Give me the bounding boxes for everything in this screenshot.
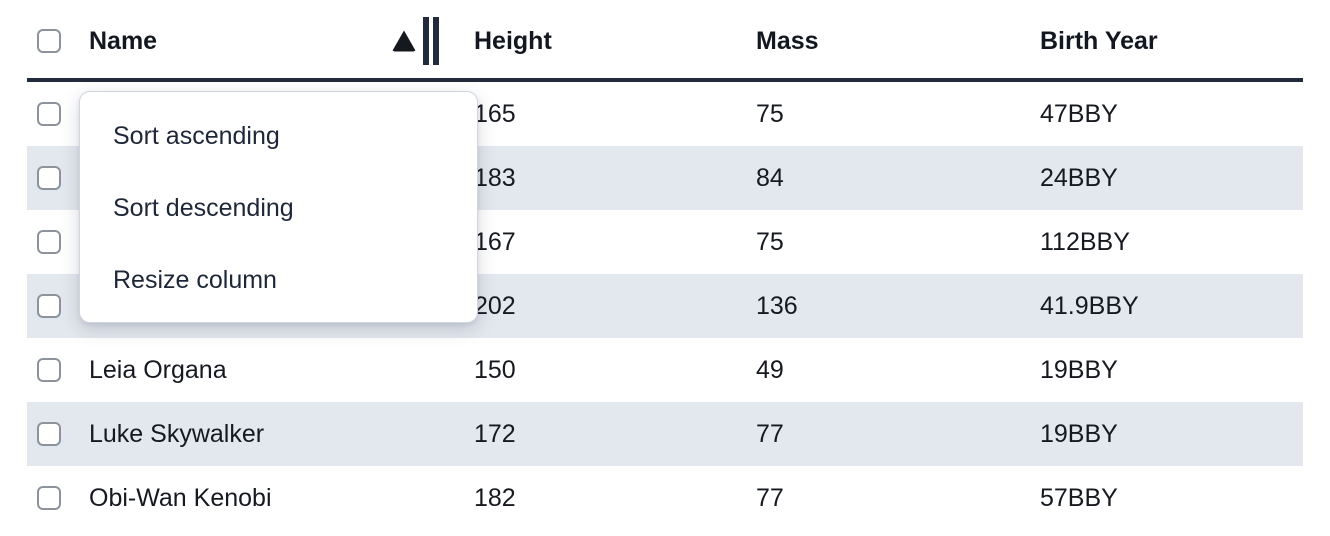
menu-item-sort-descending[interactable]: Sort descending <box>113 193 294 222</box>
resize-bar-icon <box>433 17 439 65</box>
select-all-cell <box>27 29 89 53</box>
cell-birth-year: 24BBY <box>1040 163 1118 192</box>
cell-birth-year: 112BBY <box>1040 227 1130 256</box>
cell-mass: 75 <box>756 227 784 256</box>
column-header-name-label: Name <box>89 26 158 55</box>
cell-birth-year: 57BBY <box>1040 483 1118 511</box>
cell-birth-year: 19BBY <box>1040 355 1118 384</box>
row-checkbox[interactable] <box>37 230 61 254</box>
cell-name: Obi-Wan Kenobi <box>89 483 272 511</box>
menu-item-sort-ascending[interactable]: Sort ascending <box>113 121 280 150</box>
cell-height: 183 <box>474 163 516 192</box>
column-header-mass[interactable]: Mass <box>756 26 819 55</box>
cell-height: 167 <box>474 227 516 256</box>
row-checkbox-cell <box>27 486 89 510</box>
row-checkbox-cell <box>27 166 89 190</box>
column-header-menu: Sort ascending Sort descending Resize co… <box>79 91 478 323</box>
table-row: Luke Skywalker 172 77 19BBY <box>27 402 1303 466</box>
cell-mass: 75 <box>756 99 784 128</box>
row-checkbox-cell <box>27 422 89 446</box>
cell-mass: 49 <box>756 355 784 384</box>
cell-mass: 77 <box>756 483 784 511</box>
grid-header-row: Name Height Mass Birth Year <box>27 0 1303 82</box>
column-resize-handle[interactable] <box>423 17 439 65</box>
row-checkbox[interactable] <box>37 422 61 446</box>
cell-height: 182 <box>474 483 516 511</box>
sort-ascending-icon <box>392 30 416 52</box>
row-checkbox[interactable] <box>37 102 61 126</box>
row-checkbox-cell <box>27 102 89 126</box>
menu-item-resize-column[interactable]: Resize column <box>113 265 277 294</box>
row-checkbox-cell <box>27 358 89 382</box>
column-header-birth-year[interactable]: Birth Year <box>1040 26 1158 55</box>
cell-name: Leia Organa <box>89 355 227 384</box>
cell-birth-year: 41.9BBY <box>1040 291 1139 320</box>
cell-height: 202 <box>474 291 516 320</box>
cell-height: 172 <box>474 419 516 448</box>
cell-birth-year: 19BBY <box>1040 419 1118 448</box>
column-header-height[interactable]: Height <box>474 26 552 55</box>
row-checkbox-cell <box>27 294 89 318</box>
table-row: Obi-Wan Kenobi 182 77 57BBY <box>27 466 1303 510</box>
select-all-checkbox[interactable] <box>37 29 61 53</box>
cell-name: Luke Skywalker <box>89 419 265 448</box>
resize-bar-icon <box>423 17 429 65</box>
table-row: Leia Organa 150 49 19BBY <box>27 338 1303 402</box>
cell-height: 150 <box>474 355 516 384</box>
row-checkbox[interactable] <box>37 166 61 190</box>
column-header-name[interactable]: Name <box>89 4 474 78</box>
row-checkbox[interactable] <box>37 486 61 510</box>
row-checkbox[interactable] <box>37 358 61 382</box>
cell-mass: 77 <box>756 419 784 448</box>
row-checkbox[interactable] <box>37 294 61 318</box>
cell-mass: 84 <box>756 163 784 192</box>
cell-height: 165 <box>474 99 516 128</box>
cell-mass: 136 <box>756 291 798 320</box>
row-checkbox-cell <box>27 230 89 254</box>
cell-birth-year: 47BBY <box>1040 99 1118 128</box>
